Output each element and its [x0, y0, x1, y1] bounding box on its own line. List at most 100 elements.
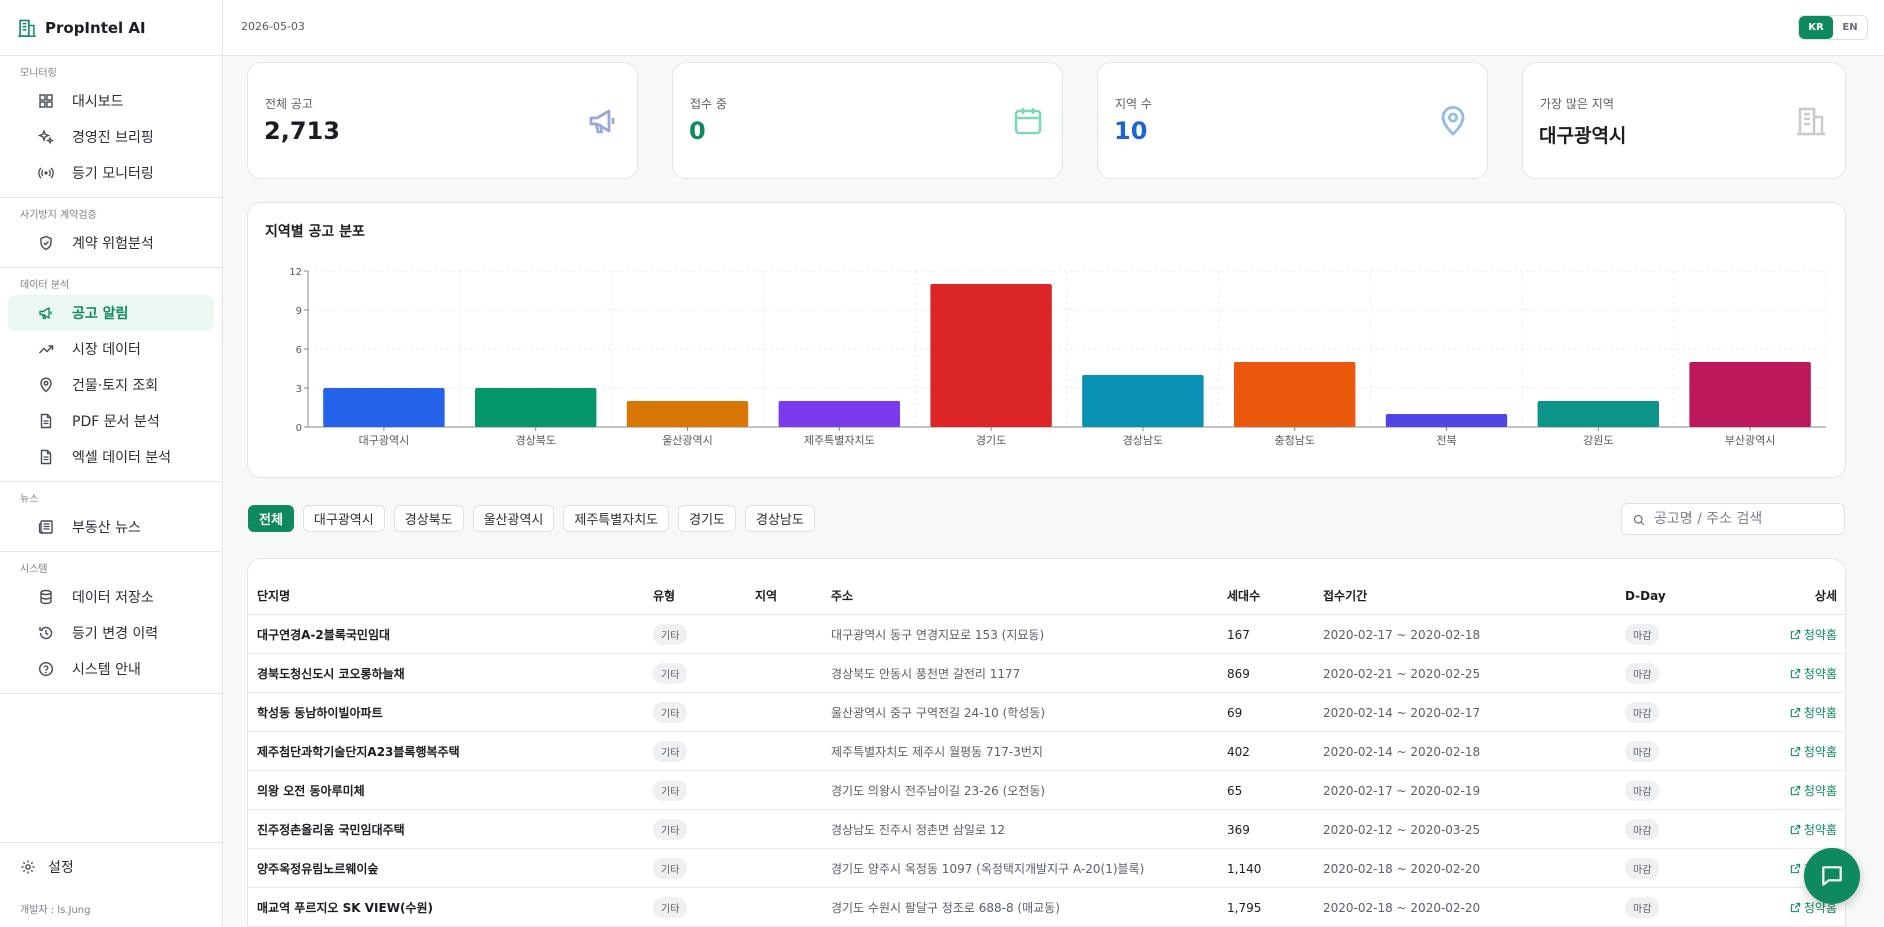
table-row[interactable]: 학성동 동남하이빌아파트 기타 울산광역시 중구 구역전길 24-10 (학성동… — [248, 693, 1845, 732]
row-type: 기타 — [653, 849, 688, 888]
detail-link[interactable]: 청약홈 — [1790, 821, 1837, 838]
table-row[interactable]: 양주옥정유림노르웨이숲 기타 경기도 양주시 옥정동 1097 (옥정택지개발지… — [248, 849, 1845, 888]
filter-chip[interactable]: 대구광역시 — [302, 505, 385, 532]
filter-chip[interactable]: 울산광역시 — [472, 505, 555, 532]
detail-link[interactable]: 청약홈 — [1790, 626, 1837, 643]
sidebar-item[interactable]: 데이터 저장소 — [8, 579, 214, 615]
header-detail: 상세 — [1814, 589, 1837, 603]
row-units: 167 — [1227, 627, 1250, 642]
sidebar-item-label: 등기 변경 이력 — [72, 626, 159, 642]
stat-card: 접수 중 0 — [672, 62, 1063, 179]
filter-chip[interactable]: 전체 — [248, 505, 294, 532]
sidebar-item[interactable]: 대시보드 — [8, 83, 214, 119]
header-units[interactable]: 세대수 — [1227, 589, 1261, 603]
table-row[interactable]: 의왕 오전 동아루미체 기타 경기도 의왕시 전주남이길 23-26 (오전동)… — [248, 771, 1845, 810]
sidebar-item[interactable]: 등기 모니터링 — [8, 155, 214, 191]
settings-label: 설정 — [48, 860, 74, 876]
row-name: 학성동 동남하이빌아파트 — [257, 706, 383, 720]
bar[interactable] — [1537, 401, 1660, 427]
pin-icon — [38, 377, 54, 393]
detail-link[interactable]: 청약홈 — [1790, 782, 1837, 799]
sidebar-item-label: PDF 문서 분석 — [72, 414, 160, 430]
megaphone-icon — [38, 305, 54, 321]
row-units: 1,140 — [1227, 861, 1262, 876]
x-tick-label: 대구광역시 — [359, 434, 410, 447]
sidebar-item[interactable]: 등기 변경 이력 — [8, 615, 214, 651]
sidebar-item[interactable]: 계약 위험분석 — [8, 225, 214, 261]
detail-link[interactable]: 청약홈 — [1790, 743, 1837, 760]
sidebar-item[interactable]: 부동산 뉴스 — [8, 509, 214, 545]
header-type[interactable]: 유형 — [653, 589, 676, 603]
detail-link[interactable]: 청약홈 — [1790, 665, 1837, 682]
row-units: 1,795 — [1227, 900, 1262, 915]
row-period: 2020-02-17 ~ 2020-02-19 — [1323, 783, 1481, 798]
table-row[interactable]: 제주첨단과학기술단지A23블록행복주택 기타 제주특별자치도 제주시 월평동 7… — [248, 732, 1845, 771]
building-logo-icon — [17, 18, 37, 38]
bar[interactable] — [1385, 414, 1508, 427]
header-address[interactable]: 주소 — [831, 589, 854, 603]
sidebar-item[interactable]: 경영진 브리핑 — [8, 119, 214, 155]
dday-badge: 마감 — [1625, 741, 1660, 762]
bar[interactable] — [1689, 362, 1811, 427]
chat-icon — [1819, 863, 1845, 889]
nav-section-label: 뉴스 — [20, 494, 39, 505]
bar[interactable] — [1233, 362, 1356, 427]
sidebar-item[interactable]: 시스템 안내 — [8, 651, 214, 687]
detail-link-label: 청약홈 — [1803, 628, 1837, 642]
filter-chip[interactable]: 경상남도 — [745, 505, 815, 532]
bar[interactable] — [474, 388, 597, 427]
table-header: 단지명 유형 지역 주소 세대수 접수기간 D-Day 상세 — [248, 576, 1845, 615]
sidebar-item[interactable]: PDF 문서 분석 — [8, 403, 214, 439]
detail-link[interactable]: 청약홈 — [1790, 899, 1837, 916]
x-tick-label: 제주특별자치도 — [804, 434, 875, 447]
search-input[interactable] — [1654, 508, 1834, 530]
lang-kr-button[interactable]: KR — [1799, 16, 1833, 39]
header-period[interactable]: 접수기간 — [1323, 589, 1368, 603]
bar[interactable] — [626, 401, 749, 427]
nav-section-label: 시스템 — [20, 564, 48, 575]
sidebar: PropIntel AI 모니터링 대시보드 경영진 브리핑 등기 모니터링 사기방지 … — [0, 0, 223, 927]
sidebar-item[interactable]: 공고 알림 — [8, 295, 214, 331]
detail-link[interactable]: 청약홈 — [1790, 704, 1837, 721]
sidebar-item[interactable]: 건물·토지 조회 — [8, 367, 214, 403]
bar[interactable] — [323, 388, 445, 427]
stat-value: 10 — [1114, 117, 1148, 145]
radio-icon — [38, 165, 54, 181]
filter-chip[interactable]: 경기도 — [678, 505, 737, 532]
sidebar-item[interactable]: 시장 데이터 — [8, 331, 214, 367]
external-link-icon — [1790, 824, 1801, 835]
filter-chip[interactable]: 경상북도 — [393, 505, 464, 532]
building-icon — [1795, 105, 1827, 137]
external-link-icon — [1790, 863, 1801, 874]
chat-fab-button[interactable] — [1804, 848, 1860, 904]
header-region[interactable]: 지역 — [755, 589, 778, 603]
table-row[interactable]: 경북도청신도시 코오롱하늘채 기타 경상북도 안동시 풍천면 갈전리 1177 … — [248, 654, 1845, 693]
brand[interactable]: PropIntel AI — [0, 0, 222, 56]
lang-en-button[interactable]: EN — [1842, 22, 1858, 33]
table-row[interactable]: 진주정촌올리움 국민임대주택 기타 경상남도 진주시 정촌면 삼일로 12 36… — [248, 810, 1845, 849]
nav-section: 데이터 분석 공고 알림 시장 데이터 건물·토지 조회 PDF 문서 분석 엑셀 데이터… — [0, 268, 222, 482]
pin-icon — [1437, 105, 1469, 137]
bar[interactable] — [930, 284, 1052, 427]
x-tick-label: 경상남도 — [1123, 434, 1163, 447]
stat-value: 2,713 — [264, 117, 340, 145]
sidebar-item[interactable]: 엑셀 데이터 분석 — [8, 439, 214, 475]
search-box — [1621, 503, 1845, 535]
detail-link-label: 청약홈 — [1803, 667, 1837, 681]
table-row[interactable]: 대구연경A-2블록국민임대 기타 대구광역시 동구 연경지묘로 153 (지묘동… — [248, 615, 1845, 654]
y-tick-label: 6 — [296, 345, 302, 356]
header-dday[interactable]: D-Day — [1625, 588, 1666, 603]
header-name[interactable]: 단지명 — [257, 589, 291, 603]
row-units: 65 — [1227, 783, 1243, 798]
row-period: 2020-02-18 ~ 2020-02-20 — [1323, 861, 1481, 876]
megaphone-icon — [587, 105, 619, 137]
row-period: 2020-02-18 ~ 2020-02-20 — [1323, 900, 1481, 915]
row-address: 경기도 수원시 팔달구 정조로 688-8 (매교동) — [831, 901, 1060, 915]
settings-button[interactable]: 설정 — [20, 857, 74, 877]
table-row[interactable]: 매교역 푸르지오 SK VIEW(수원) 기타 경기도 수원시 팔달구 정조로 … — [248, 888, 1845, 927]
bar[interactable] — [1082, 375, 1204, 427]
filter-chip[interactable]: 제주특별자치도 — [563, 505, 670, 532]
row-type: 기타 — [653, 615, 688, 654]
detail-link-label: 청약홈 — [1803, 706, 1837, 720]
bar[interactable] — [778, 401, 901, 427]
